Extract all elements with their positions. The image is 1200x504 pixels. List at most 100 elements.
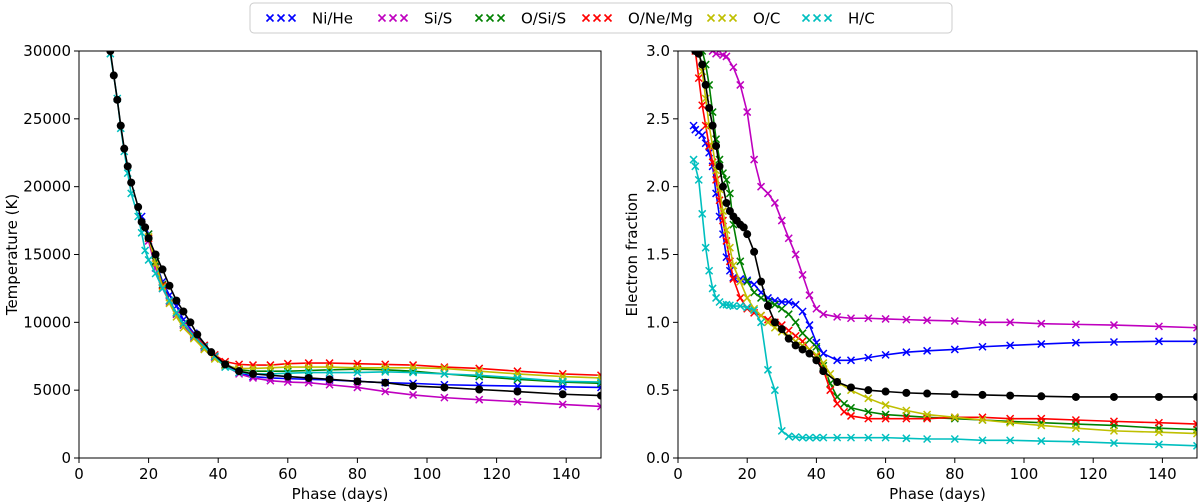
- y-axis-label: Electron fraction: [623, 193, 641, 317]
- data-point: [846, 411, 856, 420]
- data-point: [1109, 392, 1118, 401]
- data-point: [798, 433, 807, 442]
- data-point: [381, 387, 390, 396]
- data-point: [109, 71, 118, 80]
- data-point: [141, 246, 150, 255]
- x-tick-label: 20: [738, 465, 757, 483]
- data-point: [791, 250, 800, 259]
- data-point: [833, 378, 842, 387]
- data-point: [736, 293, 745, 302]
- data-point: [1037, 414, 1046, 423]
- y-axis-label: Temperature (K): [3, 194, 21, 316]
- data-point: [165, 281, 174, 290]
- data-point: [846, 356, 856, 365]
- legend-marker: [603, 13, 613, 23]
- data-point: [902, 315, 911, 324]
- data-point: [798, 345, 807, 354]
- data-point: [144, 255, 153, 264]
- data-point: [172, 308, 181, 317]
- data-point: [113, 95, 122, 104]
- data-point: [207, 348, 216, 357]
- data-point: [833, 433, 842, 442]
- legend-marker: [581, 13, 591, 23]
- data-point: [123, 162, 132, 171]
- y-tick-label: 5000: [33, 381, 71, 399]
- data-point: [805, 335, 814, 345]
- legend-label: O/Si/S: [521, 10, 566, 28]
- data-point: [440, 369, 449, 378]
- data-point: [826, 369, 835, 378]
- data-point: [902, 434, 911, 443]
- data-point: [763, 365, 772, 374]
- y-tick-label: 0.0: [646, 449, 670, 467]
- data-point: [819, 349, 828, 358]
- x-tick-label: 100: [413, 465, 442, 483]
- data-point: [881, 433, 890, 442]
- data-point: [978, 436, 987, 445]
- series-h-c: [106, 51, 601, 387]
- data-point: [325, 368, 334, 377]
- data-point: [558, 377, 567, 386]
- legend-marker: [717, 13, 727, 23]
- data-point: [791, 300, 800, 309]
- data-point: [200, 342, 209, 351]
- legend-entry-ni-he: Ni/He: [265, 10, 353, 28]
- data-point: [558, 390, 567, 399]
- data-point: [864, 386, 873, 395]
- series-line-model: [109, 51, 601, 397]
- data-point: [186, 318, 195, 327]
- data-point: [1109, 417, 1118, 426]
- data-point: [1037, 340, 1046, 349]
- data-point: [1006, 391, 1015, 400]
- legend-label: O/Ne/Mg: [628, 10, 693, 28]
- data-point: [722, 198, 731, 207]
- y-tick-label: 1.0: [646, 313, 670, 331]
- data-point: [1192, 337, 1197, 346]
- legend-entry-si-s: Si/S: [377, 10, 452, 28]
- data-point: [694, 51, 703, 58]
- data-point: [283, 363, 292, 372]
- plot-area: [106, 51, 601, 411]
- data-point: [923, 410, 932, 419]
- data-point: [381, 367, 390, 376]
- data-point: [881, 401, 890, 410]
- series-line-o-si-s: [701, 51, 1197, 431]
- series-model: [106, 51, 601, 400]
- data-point: [805, 349, 814, 358]
- series-o-c: [694, 51, 1197, 438]
- data-point: [304, 373, 313, 382]
- data-point: [777, 325, 786, 334]
- data-point: [158, 284, 167, 293]
- data-point: [116, 121, 125, 130]
- data-point: [777, 216, 786, 225]
- x-tick-label: 80: [945, 465, 964, 483]
- data-point: [381, 378, 390, 387]
- data-point: [1192, 429, 1197, 438]
- data-point: [718, 182, 727, 191]
- data-point: [736, 257, 745, 266]
- legend-label: Ni/He: [312, 10, 353, 28]
- data-point: [805, 321, 814, 330]
- data-point: [864, 353, 873, 362]
- data-point: [847, 383, 855, 392]
- y-tick-label: 0.5: [646, 381, 670, 399]
- data-point: [141, 223, 150, 232]
- data-point: [475, 371, 484, 380]
- series-line-h-c: [109, 53, 601, 383]
- data-point: [1037, 437, 1046, 446]
- data-point: [757, 277, 766, 286]
- data-point: [151, 269, 160, 278]
- data-point: [791, 432, 800, 442]
- data-point: [950, 413, 959, 422]
- data-point: [1071, 424, 1080, 433]
- data-point: [513, 387, 522, 396]
- x-tick-label: 0: [74, 465, 84, 483]
- data-point: [750, 304, 759, 313]
- legend-marker: [728, 13, 738, 23]
- data-point: [1071, 437, 1080, 446]
- temperature-plot: 0 20 40 60 80 100 120 140 0 5000 10000 15000 20000 25…: [3, 42, 602, 503]
- data-point: [978, 318, 987, 327]
- data-point: [819, 433, 828, 442]
- data-point: [705, 266, 714, 275]
- data-point: [881, 387, 890, 396]
